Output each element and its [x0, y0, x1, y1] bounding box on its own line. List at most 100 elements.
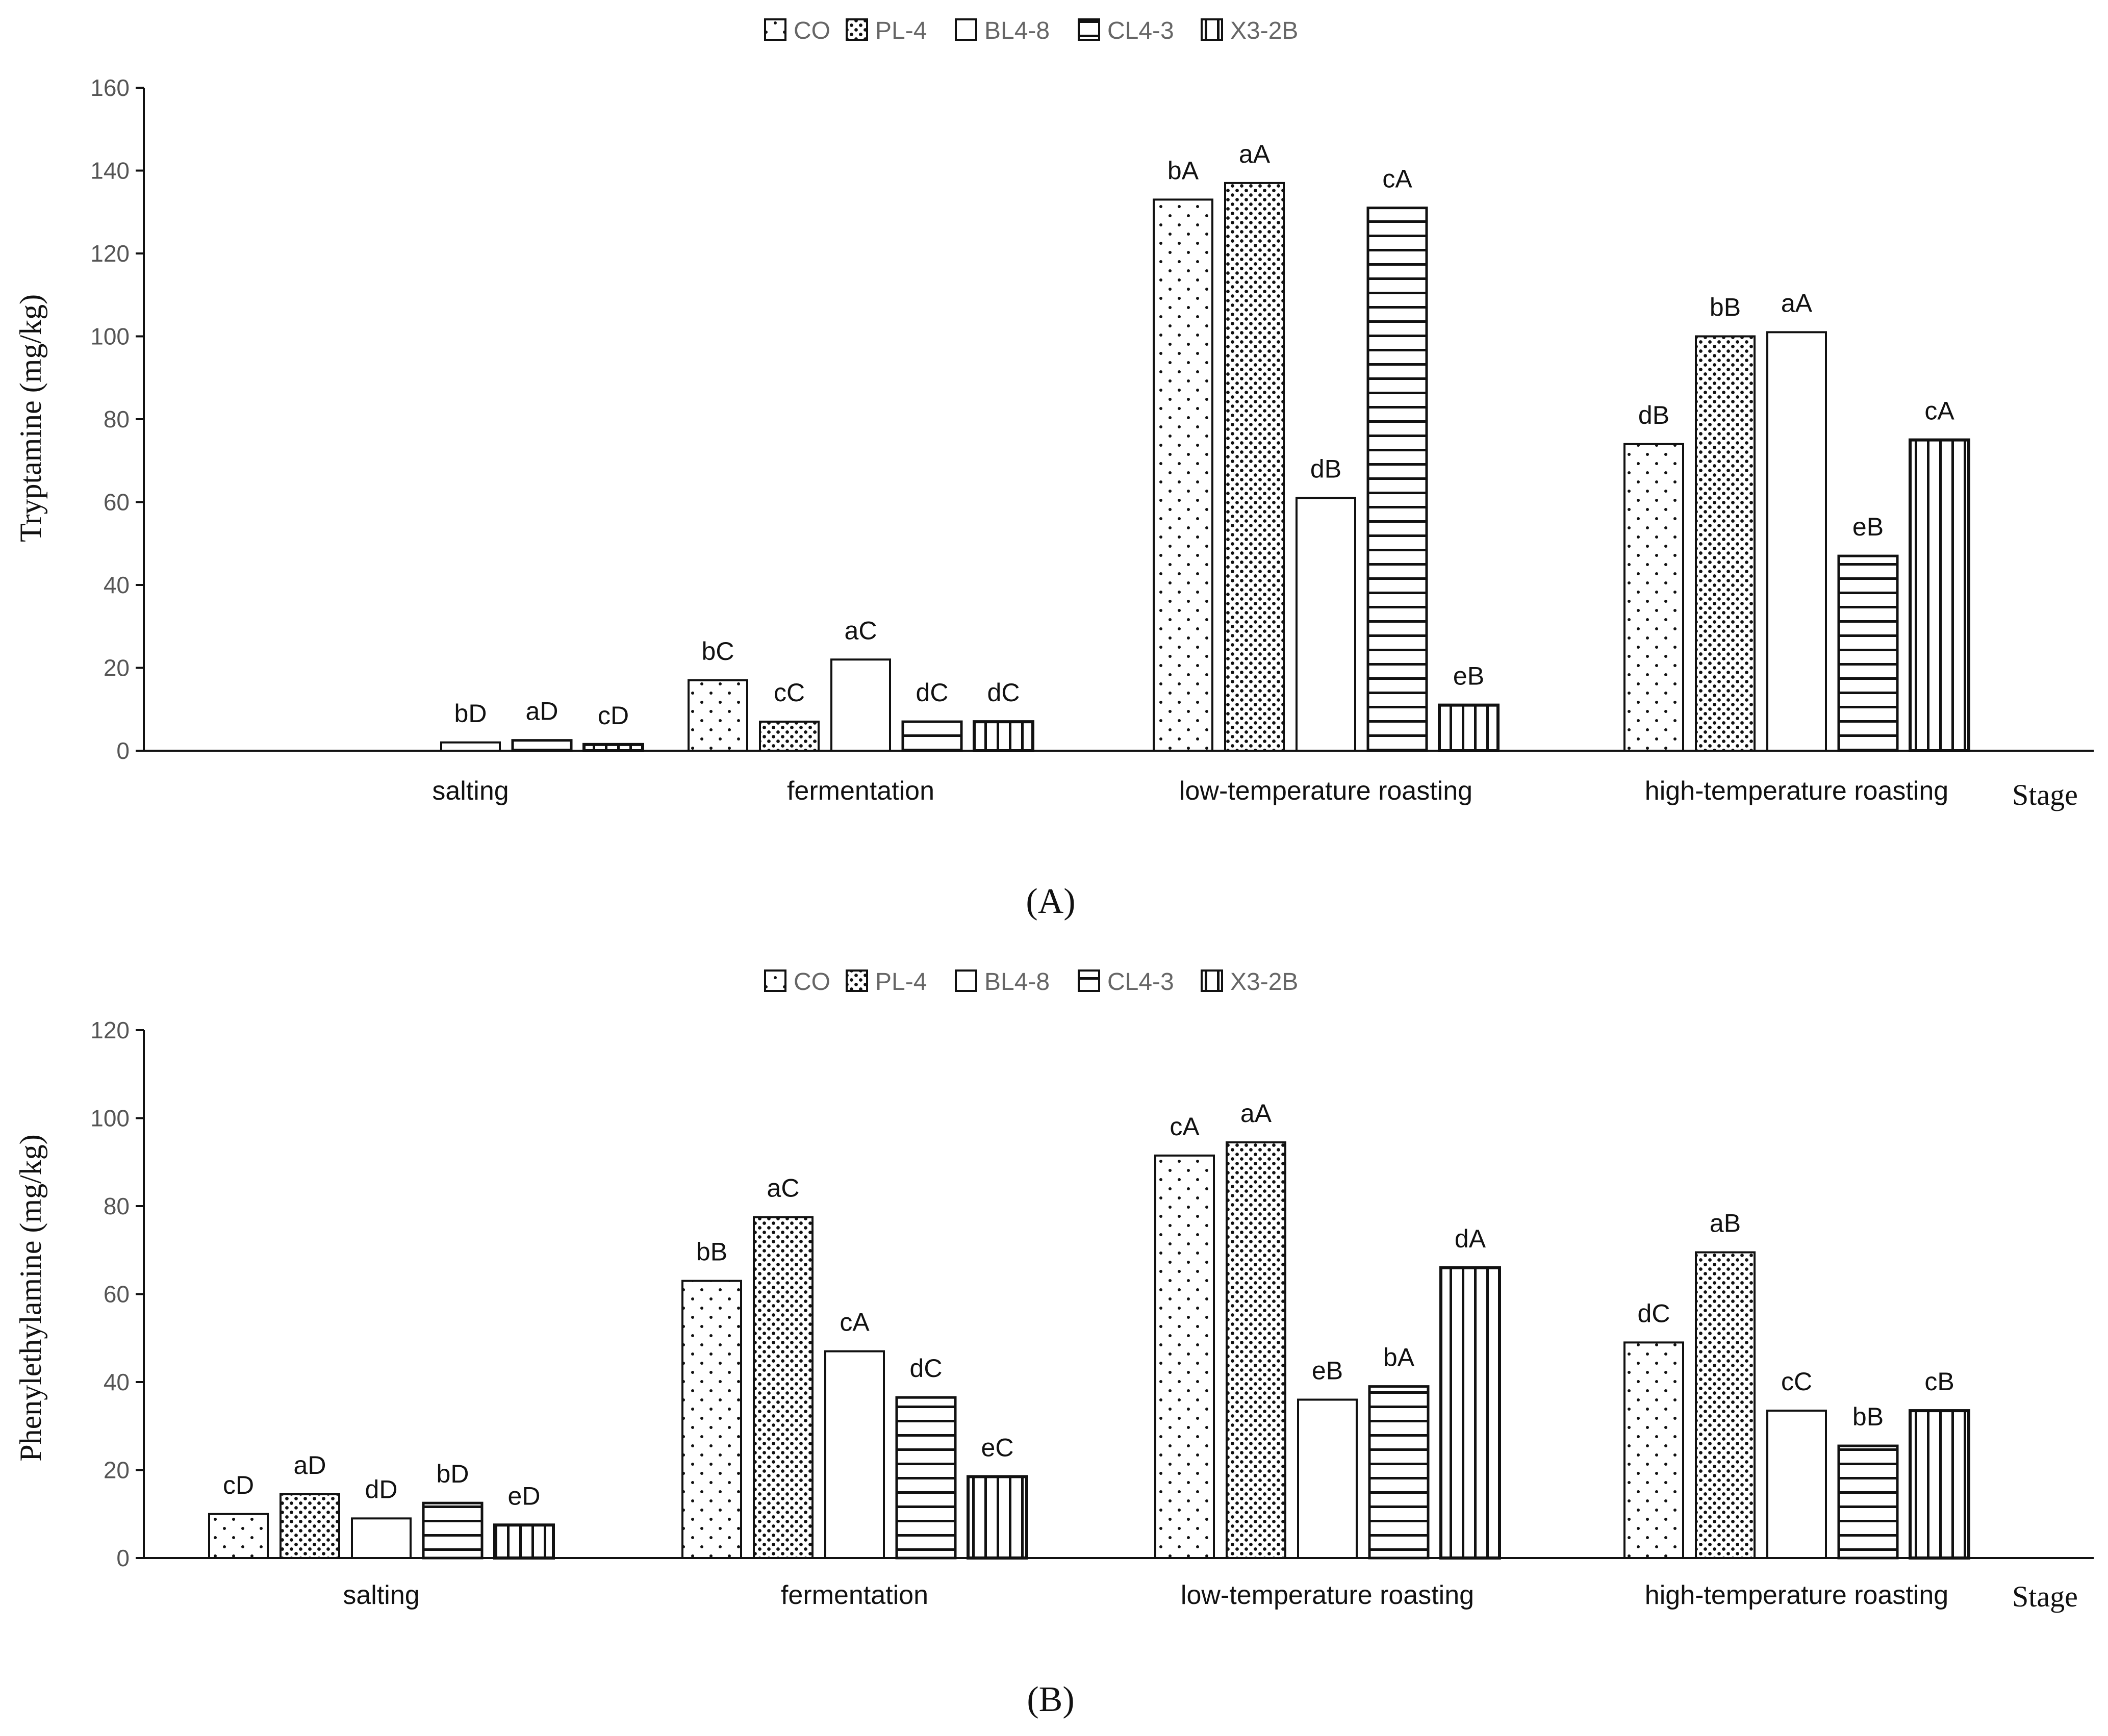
panel-a-legend-swatch-co — [764, 18, 786, 41]
panel-a-legend-label-bl4-8: BL4-8 — [984, 17, 1050, 44]
panel-a-category-label-fermentation: fermentation — [787, 776, 934, 806]
panel-b-legend: CO PL-4 BL4-8 CL4-3 X3-2B — [764, 968, 1298, 995]
panel-b-legend-swatch-x3-2b — [1201, 969, 1223, 992]
panel-a-bars: bC bA dB cC aA bB bD aC dB aA aD dC cA eB cD dC eB cA — [440, 140, 1970, 752]
panel-b-sig-label-cl4-3-salting: bD — [437, 1460, 469, 1488]
panel-a-sig-label-bl4-8-high-temperature-roasting: aA — [1781, 289, 1813, 317]
panel-a-sig-label-co-fermentation: bC — [702, 637, 734, 666]
panel-a-bar-x3-2b-high-temperature-roasting — [1909, 438, 1970, 752]
panel-a-sig-label-bl4-8-salting: bD — [454, 699, 487, 728]
panel-b-bar-pl-4-fermentation — [753, 1216, 814, 1559]
panel-b-legend-swatch-pl-4 — [846, 969, 868, 992]
panel-b-bar-x3-2b-high-temperature-roasting — [1909, 1409, 1970, 1560]
panel-a-bar-bl4-8-high-temperature-roasting — [1766, 331, 1827, 752]
panel-b-sig-label-bl4-8-low-temperature-roasting: eB — [1312, 1357, 1343, 1385]
panel-b-legend-label-x3-2b: X3-2B — [1230, 968, 1298, 995]
panel-b-sig-label-pl-4-fermentation: aC — [767, 1174, 800, 1203]
panel-a-y-tick-label: 40 — [104, 572, 130, 598]
panel-b-bar-co-high-temperature-roasting — [1623, 1341, 1684, 1559]
panel-b-bar-cl4-3-high-temperature-roasting — [1837, 1444, 1899, 1560]
panel-a-sig-label-cl4-3-low-temperature-roasting: cA — [1382, 165, 1412, 193]
panel-a-axes: 0 20 40 60 80 100 120 140 160 salting fermentation… — [90, 74, 2094, 806]
panel-b-bar-pl-4-low-temperature-roasting — [1226, 1141, 1286, 1559]
panel-b-legend-label-cl4-3: CL4-3 — [1107, 968, 1174, 995]
panel-a-bar-pl-4-high-temperature-roasting — [1695, 335, 1756, 752]
panel-b-y-tick-label: 60 — [104, 1281, 130, 1308]
panel-b-bar-cl4-3-salting — [422, 1501, 484, 1560]
panel-b-axes: 0 20 40 60 80 100 120 salting fermentation low-te… — [90, 1017, 2094, 1610]
panel-a-sig-label-pl-4-low-temperature-roasting: aA — [1239, 140, 1271, 168]
panel-a-y-tick-label: 120 — [90, 240, 130, 267]
panel-a-y-tick-label: 160 — [90, 74, 130, 101]
panel-a-sig-label-co-high-temperature-roasting: dB — [1638, 401, 1669, 429]
panel-b-label: (B) — [1027, 1680, 1074, 1719]
panel-b-x-axis-label: Stage — [2012, 1580, 2078, 1613]
panel-a-category-label-low-temperature-roasting: low-temperature roasting — [1179, 776, 1472, 806]
panel-a-category-label-salting: salting — [432, 776, 509, 806]
panel-a-sig-label-x3-2b-low-temperature-roasting: eB — [1453, 662, 1484, 691]
panel-b-sig-label-co-low-temperature-roasting: cA — [1170, 1112, 1200, 1141]
panel-a-bar-cl4-3-fermentation — [901, 720, 963, 752]
panel-a-chart: CO PL-4 BL4-8 CL4-3 X3-2B Tryptamine (mg/kg)… — [14, 17, 2094, 921]
panel-b-sig-label-bl4-8-high-temperature-roasting: cC — [1781, 1367, 1812, 1396]
panel-b-legend-label-bl4-8: BL4-8 — [984, 968, 1050, 995]
panel-b-chart: CO PL-4 BL4-8 CL4-3 X3-2B Phenylethylamine (… — [14, 968, 2094, 1719]
panel-a-y-tick-label: 100 — [90, 323, 130, 350]
panel-a-sig-label-x3-2b-fermentation: dC — [987, 678, 1020, 707]
panel-a-sig-label-x3-2b-salting: cD — [598, 701, 629, 730]
panel-a-sig-label-co-low-temperature-roasting: bA — [1167, 156, 1199, 185]
panel-a-sig-label-cl4-3-fermentation: dC — [916, 678, 949, 707]
panel-b-sig-label-bl4-8-fermentation: cA — [840, 1308, 870, 1337]
panel-b-sig-label-x3-2b-fermentation: eC — [981, 1433, 1014, 1462]
panel-a-bar-bl4-8-fermentation — [830, 658, 891, 752]
panel-b-y-tick-label: 120 — [90, 1017, 130, 1043]
panel-b-legend-swatch-cl4-3 — [1078, 969, 1100, 992]
panel-b-bar-cl4-3-fermentation — [895, 1396, 957, 1560]
panel-a-sig-label-x3-2b-high-temperature-roasting: cA — [1924, 397, 1954, 425]
panel-a-legend-label-x3-2b: X3-2B — [1230, 17, 1298, 44]
panel-b-sig-label-co-high-temperature-roasting: dC — [1638, 1299, 1670, 1327]
panel-b-bar-pl-4-high-temperature-roasting — [1695, 1251, 1756, 1559]
panel-a-bar-co-low-temperature-roasting — [1153, 198, 1213, 752]
panel-b-sig-label-x3-2b-high-temperature-roasting: cB — [1924, 1367, 1954, 1396]
panel-b-sig-label-cl4-3-low-temperature-roasting: bA — [1383, 1343, 1415, 1372]
panel-a-legend-label-cl4-3: CL4-3 — [1107, 17, 1174, 44]
panel-b-bars: cD bB cA dC aD aC aA aB dD cA eB cC bD dC bA bB eD eC dA cB — [208, 1099, 1970, 1560]
panel-b-category-label-salting: salting — [343, 1580, 419, 1610]
panel-b-bar-bl4-8-high-temperature-roasting — [1766, 1410, 1827, 1559]
panel-b-bar-bl4-8-salting — [351, 1517, 412, 1559]
panel-a-x-axis-label: Stage — [2012, 778, 2078, 811]
panel-b-category-label-fermentation: fermentation — [781, 1580, 928, 1610]
panel-a-category-label-high-temperature-roasting: high-temperature roasting — [1645, 776, 1948, 806]
panel-b-sig-label-x3-2b-salting: eD — [508, 1482, 541, 1510]
panel-b-bar-cl4-3-low-temperature-roasting — [1368, 1385, 1430, 1560]
panel-a-bar-co-high-temperature-roasting — [1623, 443, 1684, 752]
panel-a-bar-cl4-3-low-temperature-roasting — [1366, 207, 1428, 752]
panel-a-legend-label-co: CO — [794, 17, 830, 44]
panel-a-sig-label-bl4-8-fermentation: aC — [845, 616, 877, 645]
panel-b-bar-bl4-8-fermentation — [824, 1350, 885, 1559]
panel-b-y-axis-label: Phenylethylamine (mg/kg) — [14, 1134, 47, 1462]
panel-a-legend-label-pl-4: PL-4 — [875, 17, 927, 44]
panel-b-bar-co-fermentation — [681, 1280, 742, 1559]
panel-a-legend-swatch-pl-4 — [846, 18, 868, 41]
panel-a-y-tick-label: 60 — [104, 489, 130, 516]
panel-a-bar-x3-2b-low-temperature-roasting — [1438, 703, 1500, 752]
panel-b-sig-label-pl-4-low-temperature-roasting: aA — [1240, 1099, 1272, 1128]
panel-a-bar-pl-4-fermentation — [759, 721, 820, 752]
panel-b-y-tick-label: 0 — [116, 1545, 130, 1571]
panel-b-y-tick-label: 100 — [90, 1105, 130, 1132]
panel-b-sig-label-pl-4-high-temperature-roasting: aB — [1710, 1209, 1741, 1238]
panel-b-sig-label-co-fermentation: bB — [696, 1238, 727, 1266]
panel-a-bar-bl4-8-salting — [440, 741, 501, 752]
panel-b-category-label-high-temperature-roasting: high-temperature roasting — [1645, 1580, 1948, 1610]
panel-b-legend-label-co: CO — [794, 968, 830, 995]
panel-b-bar-pl-4-salting — [280, 1493, 340, 1559]
panel-b-y-tick-label: 80 — [104, 1193, 130, 1219]
panel-b-legend-label-pl-4: PL-4 — [875, 968, 927, 995]
panel-b-y-tick-label: 20 — [104, 1457, 130, 1484]
panel-b-bar-x3-2b-salting — [493, 1523, 555, 1560]
panel-b-sig-label-bl4-8-salting: dD — [365, 1475, 398, 1503]
panel-b-y-tick-label: 40 — [104, 1369, 130, 1395]
